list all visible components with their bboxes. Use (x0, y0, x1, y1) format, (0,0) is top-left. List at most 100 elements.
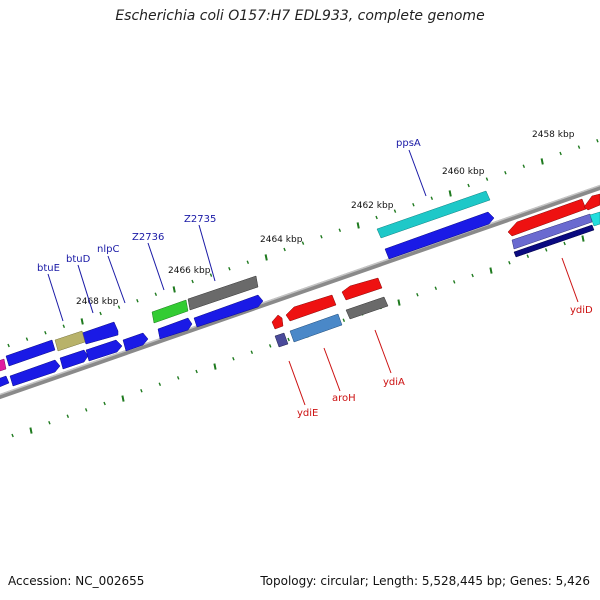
minor-tick (544, 248, 548, 252)
gene-label-btuD: btuD (66, 254, 91, 265)
gene-label-Z2736: Z2736 (132, 232, 164, 243)
major-tick (356, 222, 360, 229)
minor-tick (62, 324, 66, 329)
major-tick (540, 158, 544, 165)
minor-tick (467, 183, 470, 188)
gene-label-ydiA: ydiA (383, 377, 405, 388)
minor-tick (471, 273, 474, 278)
minor-tick (158, 382, 162, 387)
gene-label-ydiD: ydiD (570, 305, 593, 316)
minor-tick (485, 177, 489, 181)
major-tick (121, 395, 125, 402)
minor-tick (412, 202, 415, 207)
inner-tick-row (11, 235, 585, 438)
gene-block[interactable] (376, 190, 491, 239)
gene-label-aroH: aroH (332, 393, 356, 404)
tick-label-2460: 2460 kbp (442, 167, 485, 177)
gene-block[interactable] (0, 358, 7, 372)
gene-block[interactable] (81, 321, 119, 345)
forward-strand-features (0, 190, 495, 388)
gene-block[interactable] (285, 294, 337, 322)
minor-tick (375, 215, 378, 220)
tick-label-2466: 2466 kbp (168, 266, 211, 276)
minor-tick (434, 286, 438, 291)
accession-text: Accession: NC_002655 (8, 574, 145, 588)
minor-tick (7, 343, 10, 348)
genome-summary-text: Topology: circular; Length: 5,528,445 bp… (260, 574, 590, 588)
gene-block[interactable] (5, 339, 56, 367)
gene-block[interactable] (583, 193, 600, 211)
minor-tick (559, 151, 562, 156)
gene-block[interactable] (85, 339, 123, 362)
minor-tick (577, 145, 581, 149)
gene-block[interactable] (0, 375, 10, 388)
minor-tick (209, 273, 213, 277)
minor-tick (84, 408, 88, 412)
gene-block[interactable] (59, 349, 89, 370)
minor-tick (283, 247, 286, 252)
gene-block[interactable] (122, 332, 149, 352)
gene-block[interactable] (193, 294, 264, 328)
map-title: Escherichia coli O157:H7 EDL933, complet… (115, 8, 485, 24)
minor-tick (232, 356, 235, 361)
major-tick (29, 427, 33, 434)
minor-tick (99, 311, 102, 316)
label-leaders (47, 149, 579, 406)
tick-label-2468: 2468 kbp (76, 297, 119, 307)
minor-tick (522, 164, 526, 169)
genome-backbone (0, 184, 600, 400)
minor-tick (452, 280, 456, 284)
minor-tick (563, 241, 566, 246)
gene-block[interactable] (54, 330, 86, 352)
minor-tick (136, 298, 139, 303)
minor-tick (48, 420, 51, 425)
reverse-strand-features (271, 193, 600, 348)
minor-tick (44, 330, 47, 335)
minor-tick (154, 292, 158, 297)
minor-tick (117, 305, 121, 309)
minor-tick (342, 318, 346, 323)
gene-label-nlpC: nlpC (97, 244, 119, 255)
gene-block[interactable] (187, 275, 259, 311)
outer-tick-row (7, 138, 599, 348)
minor-tick (596, 138, 599, 143)
minor-tick (393, 209, 397, 213)
minor-tick (508, 260, 511, 265)
minor-tick (338, 228, 342, 233)
minor-tick (287, 337, 290, 342)
major-tick (172, 286, 176, 293)
gene-block[interactable] (157, 317, 193, 340)
major-tick (264, 254, 268, 261)
gene-block[interactable] (507, 198, 587, 237)
major-tick (397, 299, 401, 306)
minor-tick (11, 433, 14, 438)
minor-tick (66, 414, 70, 419)
gene-block[interactable] (341, 277, 383, 301)
gene-block[interactable] (345, 296, 389, 320)
minor-tick (140, 388, 143, 393)
minor-tick (430, 196, 434, 201)
minor-tick (176, 376, 180, 380)
major-tick (489, 267, 493, 274)
gene-label-btuE: btuE (37, 263, 60, 274)
minor-tick (526, 254, 530, 259)
tick-label-2458: 2458 kbp (532, 130, 575, 140)
minor-tick (228, 266, 231, 271)
gene-block[interactable] (151, 299, 189, 324)
minor-tick (191, 279, 194, 284)
gene-block[interactable] (384, 211, 495, 260)
gene-block[interactable] (274, 332, 289, 348)
gene-label-ppsA: ppsA (396, 138, 421, 149)
gene-block[interactable] (289, 313, 343, 343)
minor-tick (103, 401, 106, 406)
gene-block[interactable] (513, 224, 595, 258)
tick-label-2464: 2464 kbp (260, 235, 303, 245)
gene-block[interactable] (511, 213, 593, 250)
major-tick (213, 363, 217, 370)
gene-block[interactable] (9, 359, 61, 387)
major-tick (581, 235, 585, 242)
minor-tick (504, 170, 507, 175)
gene-block[interactable] (271, 314, 284, 330)
gene-block[interactable] (589, 211, 600, 227)
